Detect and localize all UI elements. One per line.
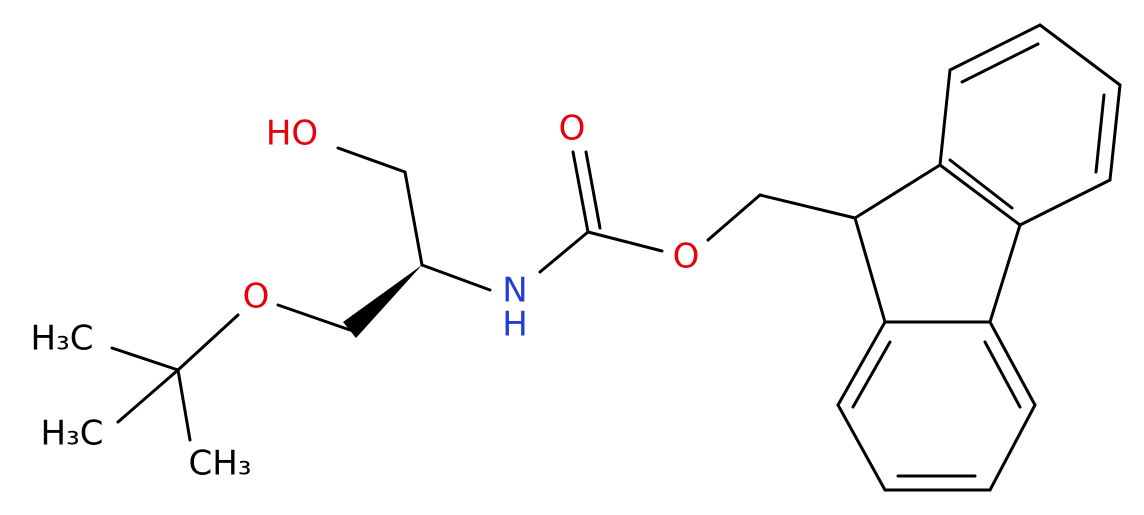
atom-label: O	[673, 237, 700, 277]
atom-label: O	[559, 109, 586, 149]
atom-label: H₃C	[41, 414, 104, 454]
bonds	[110, 23, 1122, 492]
atom-label: HO	[266, 114, 318, 154]
atom-label: N	[502, 271, 527, 311]
wedge-bond	[343, 265, 422, 338]
atom-label: H₃C	[31, 319, 94, 359]
atom-label: CH₃	[189, 444, 252, 484]
atom-label: O	[243, 277, 270, 317]
atom-label: H	[502, 305, 528, 345]
